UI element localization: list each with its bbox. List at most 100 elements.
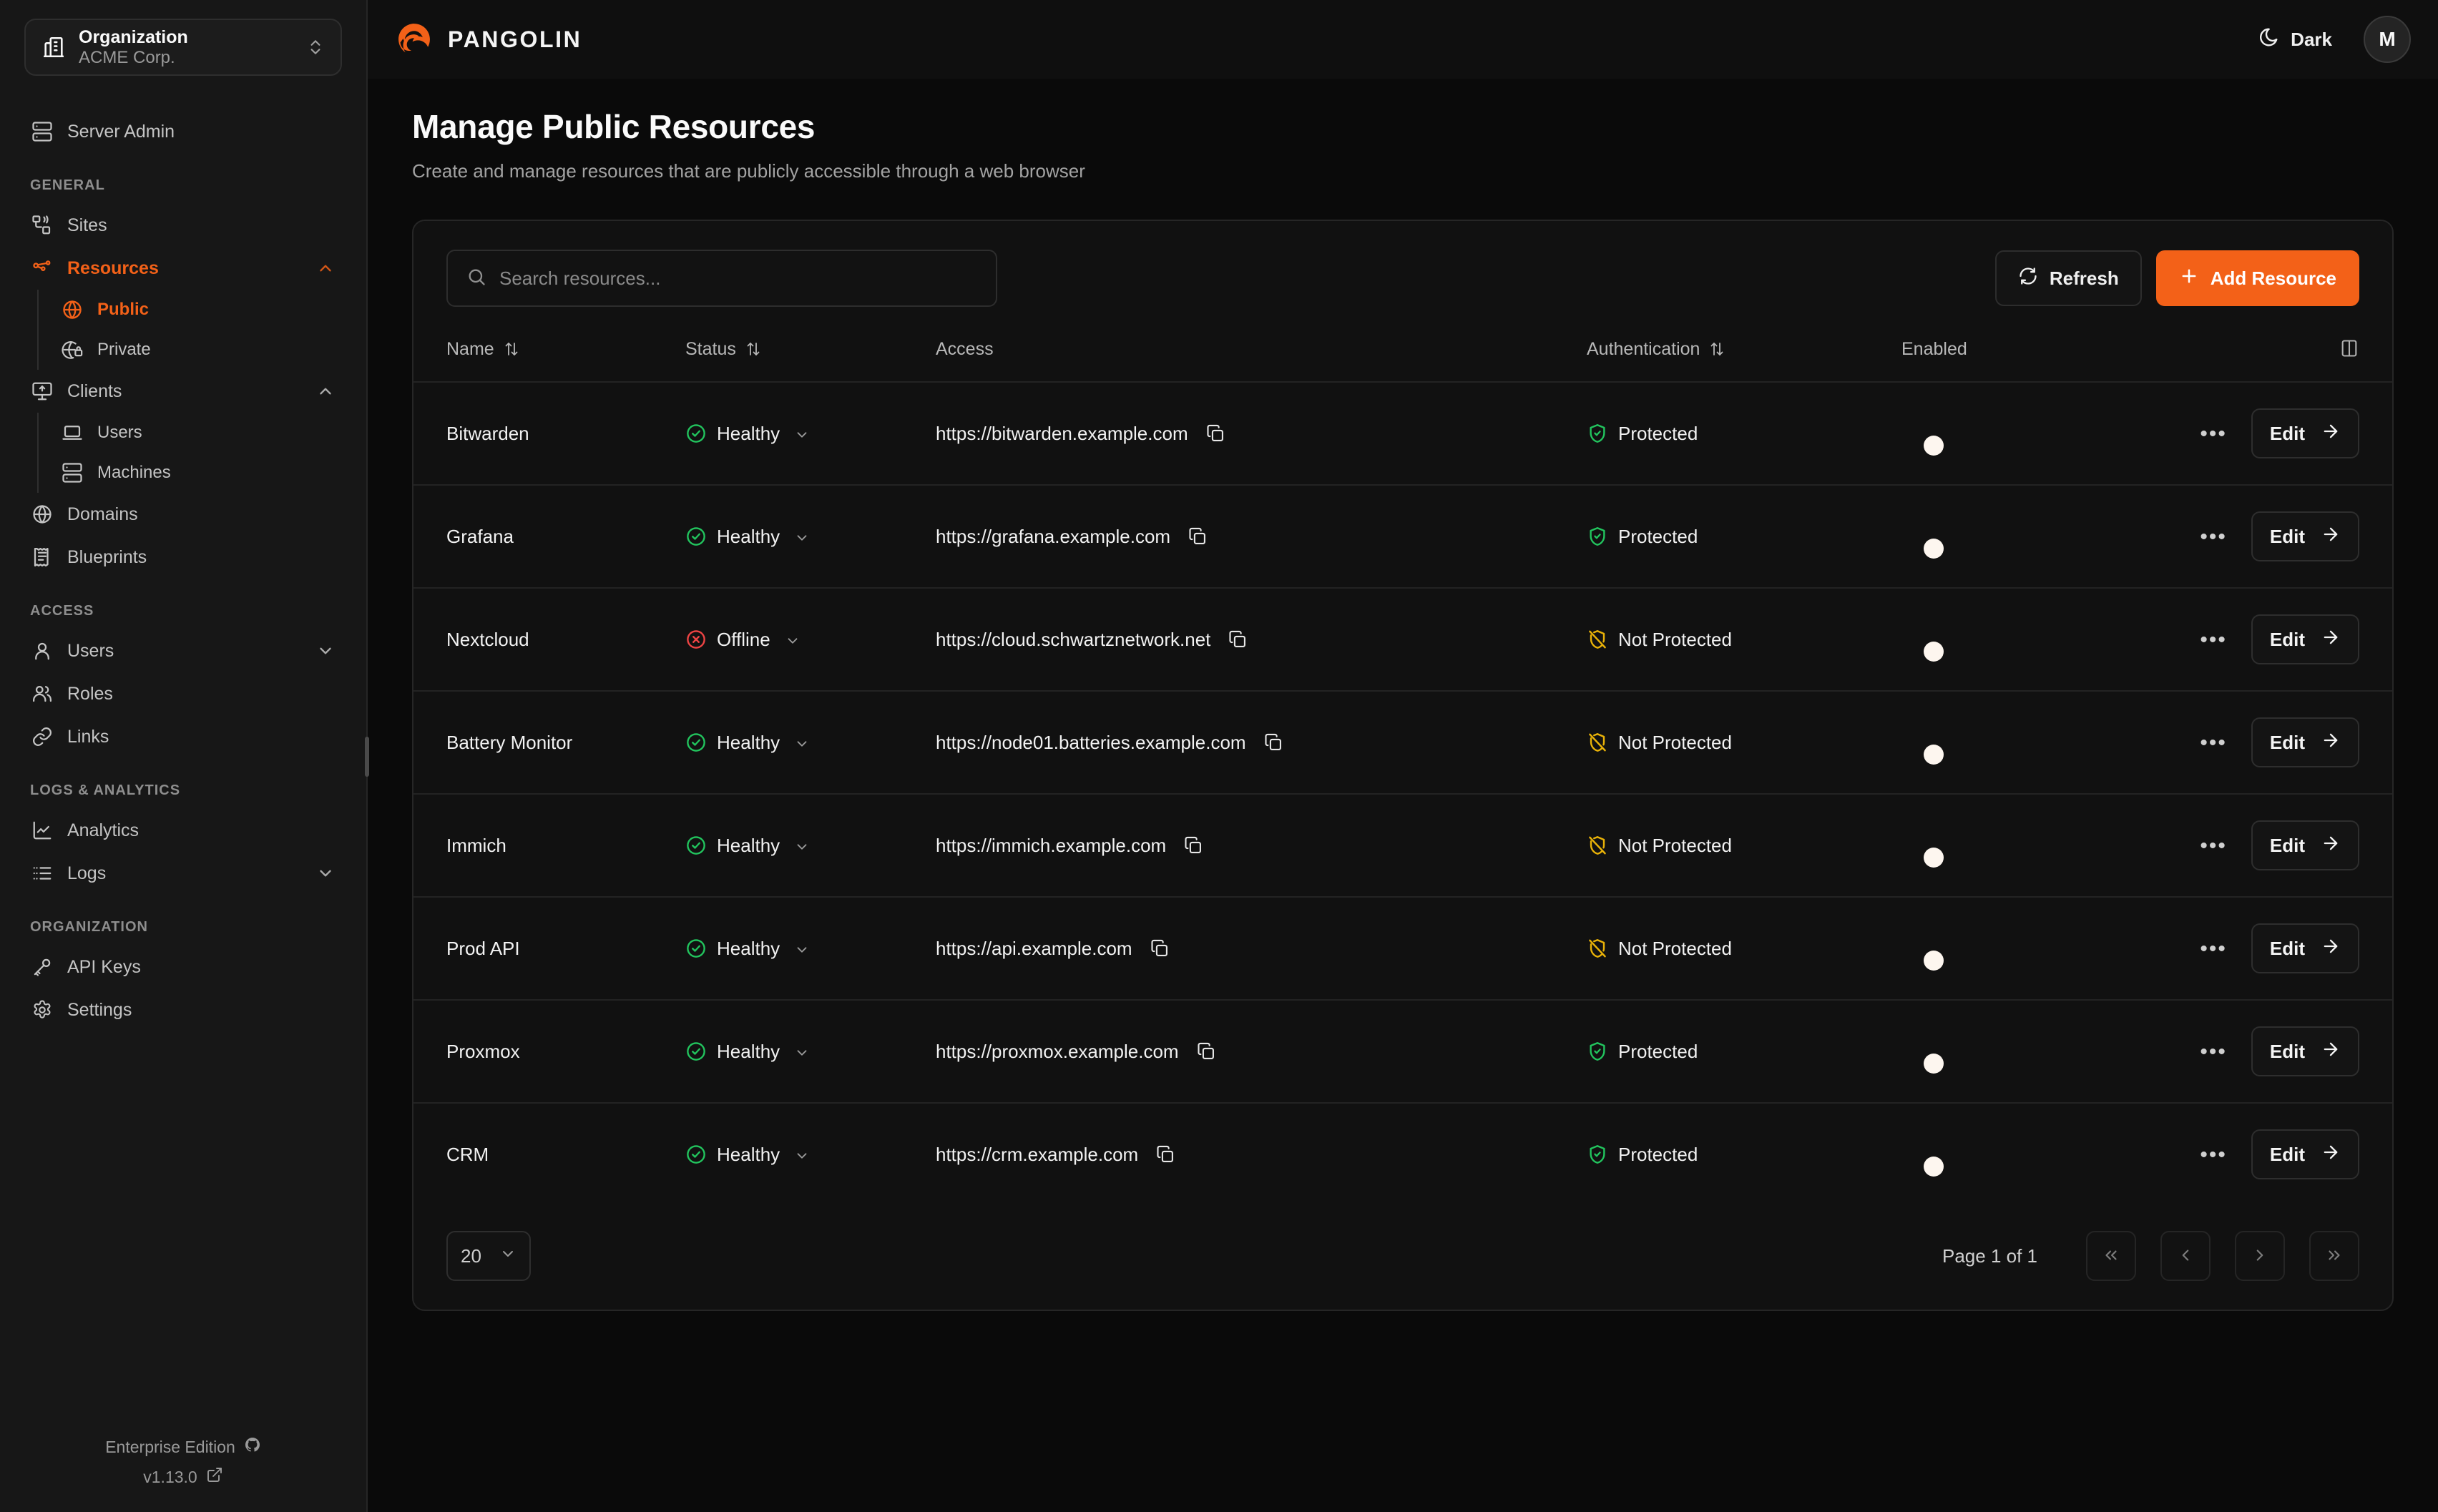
sidebar-item-links[interactable]: Links — [24, 715, 342, 758]
cell-status[interactable]: Healthy — [685, 1102, 936, 1205]
ellipsis-icon[interactable]: ••• — [2200, 524, 2227, 549]
cell-status[interactable]: Healthy — [685, 381, 936, 485]
sidebar-item-sites[interactable]: Sites — [24, 204, 342, 247]
ellipsis-icon[interactable]: ••• — [2200, 627, 2227, 652]
resource-url[interactable]: https://crm.example.com — [936, 1143, 1139, 1165]
table-row[interactable]: CRM Healthy https://crm.example.com Protect… — [413, 1102, 2392, 1205]
resource-url[interactable]: https://api.example.com — [936, 937, 1132, 959]
cell-status[interactable]: Healthy — [685, 999, 936, 1103]
sidebar-item-logs[interactable]: Logs — [24, 852, 342, 895]
resource-url[interactable]: https://grafana.example.com — [936, 525, 1171, 547]
ellipsis-icon[interactable]: ••• — [2200, 730, 2227, 755]
search-input[interactable] — [499, 267, 977, 290]
table-row[interactable]: Immich Healthy https://immich.example.com N… — [413, 793, 2392, 897]
resource-url[interactable]: https://immich.example.com — [936, 834, 1167, 856]
chevron-down-icon[interactable] — [316, 642, 335, 660]
column-header-authentication[interactable]: Authentication — [1587, 325, 1901, 382]
github-icon[interactable] — [244, 1436, 261, 1458]
chevron-down-icon[interactable] — [794, 426, 810, 441]
sidebar-item-public[interactable]: Public — [54, 290, 342, 330]
ellipsis-icon[interactable]: ••• — [2200, 936, 2227, 961]
external-link-icon[interactable] — [206, 1466, 223, 1488]
copy-icon[interactable] — [1155, 1144, 1175, 1164]
sidebar-item-machines[interactable]: Machines — [54, 453, 342, 493]
search-box[interactable] — [446, 250, 997, 307]
chevron-up-icon[interactable] — [316, 259, 335, 278]
edit-button[interactable]: Edit — [2251, 820, 2359, 870]
edit-button[interactable]: Edit — [2251, 923, 2359, 973]
column-header-status[interactable]: Status — [685, 325, 936, 382]
chevron-down-icon[interactable] — [794, 529, 810, 544]
ellipsis-icon[interactable]: ••• — [2200, 833, 2227, 858]
prev-page-button[interactable] — [2160, 1231, 2211, 1281]
first-page-button[interactable] — [2086, 1231, 2136, 1281]
edit-button[interactable]: Edit — [2251, 1026, 2359, 1076]
sidebar-item-resources[interactable]: Resources — [24, 247, 342, 290]
chevron-down-icon[interactable] — [794, 735, 810, 750]
cell-status[interactable]: Healthy — [685, 690, 936, 794]
sidebar-item-settings[interactable]: Settings — [24, 988, 342, 1031]
avatar[interactable]: M — [2364, 16, 2411, 63]
edit-button[interactable]: Edit — [2251, 614, 2359, 664]
cell-status[interactable]: Healthy — [685, 793, 936, 897]
add-resource-button[interactable]: Add Resource — [2155, 250, 2359, 306]
resource-url[interactable]: https://node01.batteries.example.com — [936, 731, 1246, 753]
copy-icon[interactable] — [1183, 835, 1203, 855]
ellipsis-icon[interactable]: ••• — [2200, 1142, 2227, 1167]
ellipsis-icon[interactable]: ••• — [2200, 421, 2227, 446]
sidebar-item-users-clients[interactable]: Users — [54, 413, 342, 453]
sidebar-item-server-admin[interactable]: Server Admin — [24, 110, 342, 153]
edit-button[interactable]: Edit — [2251, 408, 2359, 458]
resource-url[interactable]: https://proxmox.example.com — [936, 1040, 1179, 1062]
sidebar-item-users[interactable]: Users — [24, 629, 342, 672]
edit-button[interactable]: Edit — [2251, 717, 2359, 767]
ellipsis-icon[interactable]: ••• — [2200, 1039, 2227, 1064]
edit-button[interactable]: Edit — [2251, 1129, 2359, 1179]
copy-icon[interactable] — [1228, 629, 1248, 649]
version-label: v1.13.0 — [143, 1467, 197, 1486]
copy-icon[interactable] — [1263, 732, 1283, 752]
page-size-select[interactable]: 20 — [446, 1231, 531, 1281]
sidebar-item-analytics[interactable]: Analytics — [24, 809, 342, 852]
edit-button[interactable]: Edit — [2251, 511, 2359, 561]
table-row[interactable]: Proxmox Healthy https://proxmox.example.co… — [413, 999, 2392, 1103]
copy-icon[interactable] — [1188, 526, 1208, 546]
sidebar-item-domains[interactable]: Domains — [24, 493, 342, 536]
cell-status[interactable]: Healthy — [685, 484, 936, 588]
sidebar-item-private[interactable]: Private — [54, 330, 342, 370]
sidebar-item-blueprints[interactable]: Blueprints — [24, 536, 342, 579]
copy-icon[interactable] — [1196, 1041, 1216, 1061]
resource-url[interactable]: https://bitwarden.example.com — [936, 422, 1188, 444]
chevron-down-icon[interactable] — [794, 941, 810, 956]
edition-line[interactable]: Enterprise Edition — [24, 1436, 342, 1458]
chevron-down-icon[interactable] — [785, 632, 801, 647]
table-row[interactable]: Grafana Healthy https://grafana.example.co… — [413, 484, 2392, 588]
cell-status[interactable]: Healthy — [685, 896, 936, 1000]
copy-icon[interactable] — [1205, 423, 1225, 443]
version-line[interactable]: v1.13.0 — [24, 1466, 342, 1488]
chevron-down-icon[interactable] — [794, 838, 810, 853]
chevron-down-icon[interactable] — [316, 864, 335, 883]
sidebar-item-clients[interactable]: Clients — [24, 370, 342, 413]
chevron-down-icon[interactable] — [794, 1147, 810, 1162]
theme-toggle[interactable]: Dark — [2246, 19, 2344, 60]
next-page-button[interactable] — [2235, 1231, 2285, 1281]
refresh-button[interactable]: Refresh — [1994, 250, 2142, 306]
table-row[interactable]: Battery Monitor Healthy https://node01.bat… — [413, 690, 2392, 794]
sidebar-resize-handle[interactable] — [365, 737, 369, 777]
chevron-down-icon[interactable] — [794, 1044, 810, 1059]
copy-icon[interactable] — [1150, 938, 1170, 958]
chevron-up-icon[interactable] — [316, 382, 335, 401]
last-page-button[interactable] — [2309, 1231, 2359, 1281]
table-row[interactable]: Nextcloud Offline https://cloud.schwartzne… — [413, 587, 2392, 691]
table-row[interactable]: Bitwarden Healthy https://bitwarden.exampl… — [413, 381, 2392, 485]
sidebar-item-api-keys[interactable]: API Keys — [24, 946, 342, 988]
brand[interactable]: PANGOLIN — [395, 20, 582, 59]
sidebar-item-roles[interactable]: Roles — [24, 672, 342, 715]
column-header-name[interactable]: Name — [413, 325, 685, 382]
org-switcher[interactable]: Organization ACME Corp. — [24, 19, 342, 76]
columns-icon[interactable] — [2339, 338, 2359, 360]
cell-status[interactable]: Offline — [685, 587, 936, 691]
resource-url[interactable]: https://cloud.schwartznetwork.net — [936, 628, 1211, 650]
table-row[interactable]: Prod API Healthy https://api.example.com No… — [413, 896, 2392, 1000]
